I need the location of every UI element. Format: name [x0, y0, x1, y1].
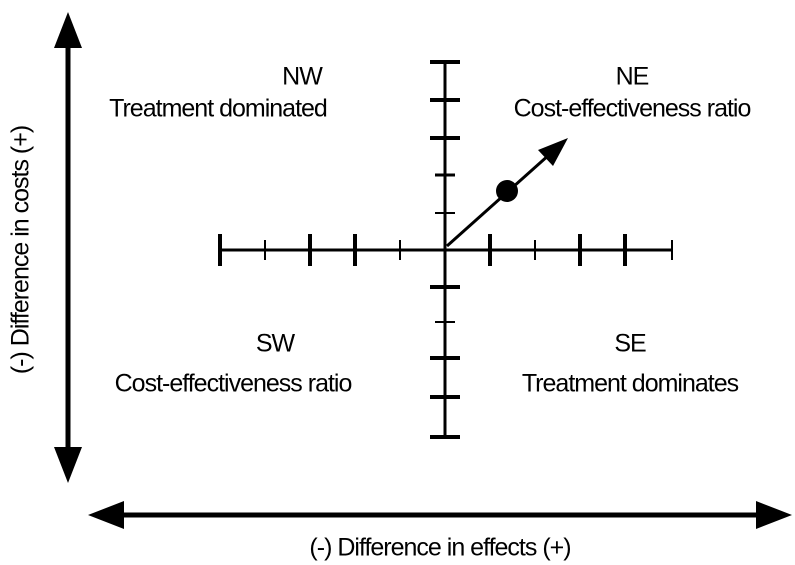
quadrant-label: Cost-effectiveness ratio: [115, 370, 352, 398]
quadrant-label: Treatment dominates: [522, 370, 739, 398]
quadrant-code: SE: [614, 330, 646, 358]
ratio-arrow: [446, 138, 568, 248]
quadrant-code: NW: [282, 63, 323, 91]
x-axis-arrow: [88, 501, 792, 529]
x-axis-label: (-) Difference in effects (+): [309, 534, 570, 562]
quadrant-label: Treatment dominated: [109, 95, 327, 123]
quadrant-code: SW: [256, 330, 296, 358]
quadrant-code: NE: [616, 63, 649, 91]
quadrant-label: Cost-effectiveness ratio: [514, 95, 751, 123]
y-axis-label: (-) Difference in costs (+): [7, 126, 35, 374]
central-axes: [218, 60, 673, 439]
y-axis-arrow: [54, 12, 82, 483]
